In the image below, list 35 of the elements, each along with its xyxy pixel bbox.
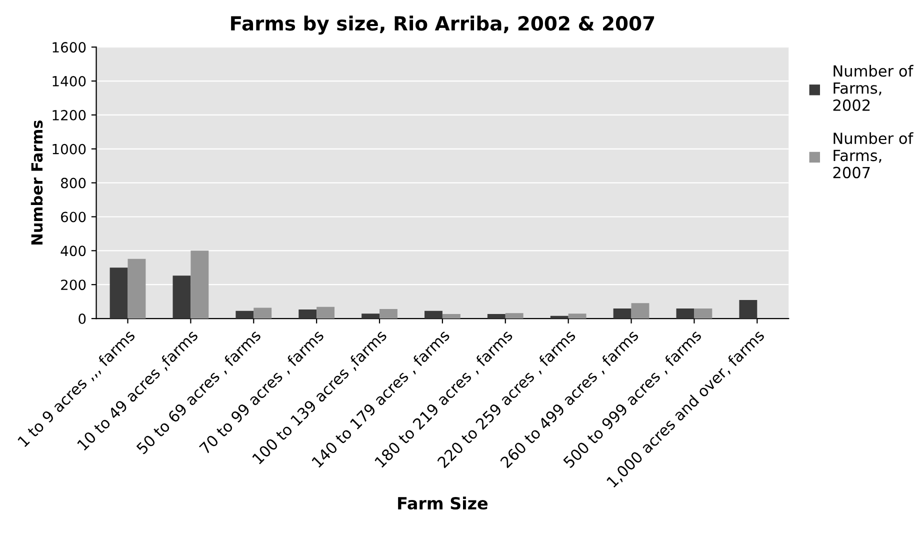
- y-tick-label: 400: [60, 246, 86, 256]
- y-tick-label: 1600: [52, 42, 86, 53]
- bar: [424, 310, 442, 319]
- bar: [298, 310, 317, 319]
- bar: [172, 276, 191, 319]
- bar: [487, 314, 506, 319]
- y-tick-label: 1000: [52, 144, 86, 154]
- y-tick-label: 1400: [52, 76, 86, 86]
- bar: [550, 316, 568, 319]
- bar: [631, 303, 650, 319]
- bar: [362, 314, 380, 319]
- bar: [505, 313, 524, 319]
- bar: [110, 268, 128, 319]
- y-axis-title: Number Farms: [30, 120, 43, 244]
- bar: [613, 308, 632, 319]
- bar: [316, 306, 335, 319]
- y-tick-label: 600: [61, 212, 86, 222]
- chart-title: Farms by size, Rio Arriba, 2002 & 2007: [231, 16, 654, 35]
- bar: [676, 308, 694, 319]
- y-tick-label: 0: [78, 314, 86, 324]
- bar: [694, 308, 712, 319]
- bar: [739, 300, 758, 319]
- legend-label: Number of Farms, 2002: [833, 64, 914, 111]
- bar: [568, 314, 586, 319]
- bar: [254, 308, 272, 319]
- bar: [190, 250, 209, 319]
- y-tick-label: 1200: [52, 110, 86, 120]
- y-tick-label: 200: [61, 280, 86, 290]
- bar: [128, 258, 146, 319]
- bar: [442, 314, 460, 319]
- x-axis-title: Farm Size: [398, 496, 488, 510]
- y-tick-label: 800: [60, 178, 86, 188]
- legend-label: Number of Farms, 2007: [833, 132, 914, 178]
- bar: [380, 309, 398, 319]
- bar: [236, 310, 254, 319]
